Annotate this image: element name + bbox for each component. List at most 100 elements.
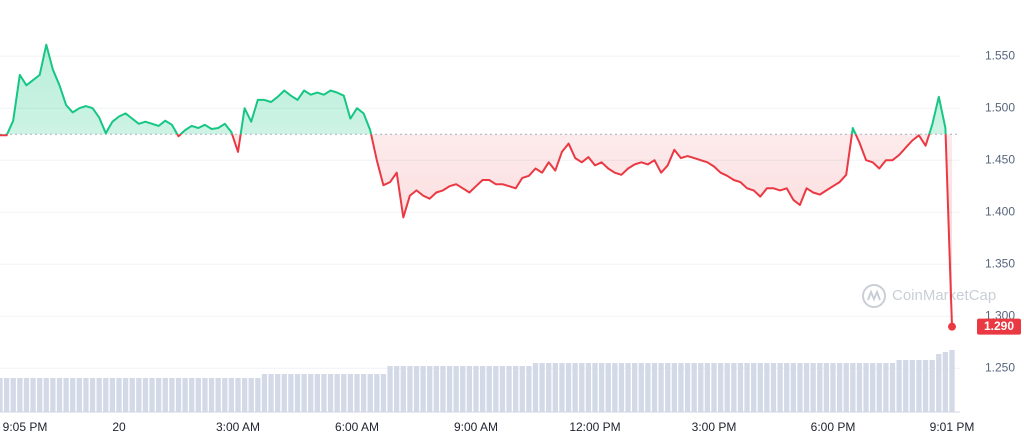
x-tick-label: 9:01 PM <box>930 420 975 434</box>
volume-bar <box>195 378 201 412</box>
volume-bar <box>407 366 413 412</box>
volume-bar <box>466 366 473 412</box>
volume-bar <box>572 363 578 412</box>
volume-bar <box>671 363 677 412</box>
volume-bar <box>850 363 856 412</box>
volume-bar <box>380 374 387 412</box>
volume-bar <box>605 363 611 412</box>
x-tick-label: 3:00 PM <box>692 420 737 434</box>
volume-bar <box>89 378 96 412</box>
volume-bar <box>83 378 89 412</box>
volume-bar <box>129 378 135 412</box>
volume-bar <box>446 366 453 412</box>
volume-bar <box>784 363 790 412</box>
volume-bar <box>777 363 783 412</box>
volume-bar <box>724 363 730 412</box>
volume-bar <box>70 378 76 412</box>
volume-bar <box>43 378 49 412</box>
current-price-label: 1.290 <box>984 319 1014 333</box>
volume-bar <box>189 378 195 412</box>
volume-bar <box>870 363 876 412</box>
volume-bar <box>790 363 796 412</box>
volume-bar <box>546 363 552 412</box>
current-price-tag <box>977 318 1021 335</box>
volume-bar <box>76 378 82 412</box>
volume-bar <box>453 366 459 412</box>
volume-bar <box>440 366 446 412</box>
volume-bar <box>162 378 168 412</box>
volume-bar <box>770 363 777 412</box>
volume-bar <box>275 374 281 412</box>
volume-bar <box>552 363 558 412</box>
volume-bar <box>876 363 882 412</box>
volume-bar <box>929 360 935 412</box>
volume-bar <box>764 363 770 412</box>
volume-bar <box>387 366 393 412</box>
volume-bar <box>149 378 155 412</box>
watermark-text: CoinMarketCap <box>892 287 996 304</box>
volume-bar <box>632 363 638 412</box>
volume-bar <box>803 363 810 412</box>
volume-bar <box>691 363 697 412</box>
volume-bar <box>23 378 30 412</box>
volume-bar <box>539 363 545 412</box>
volume-bar <box>896 360 902 412</box>
volume-bar <box>810 363 816 412</box>
volume-bar <box>116 378 122 412</box>
volume-bar <box>248 378 254 412</box>
volume-bar <box>717 363 724 412</box>
volume-bar <box>347 374 354 412</box>
volume-bar <box>473 366 479 412</box>
volume-bar <box>532 363 539 412</box>
volume-bar <box>651 363 658 412</box>
volume-bar <box>360 374 367 412</box>
volume-bar <box>255 378 261 412</box>
volume-bar <box>704 363 711 412</box>
volume-bar <box>922 360 929 412</box>
volume-bar <box>327 374 334 412</box>
volume-bar <box>367 374 373 412</box>
x-tick-label: 6:00 PM <box>811 420 856 434</box>
volume-bar <box>0 378 3 412</box>
volume-bar <box>354 374 360 412</box>
volume-bar <box>817 363 823 412</box>
volume-bar <box>182 378 188 412</box>
volume-bar <box>612 363 618 412</box>
volume-bar <box>122 378 129 412</box>
volume-bar <box>103 378 109 412</box>
volume-bar <box>413 366 420 412</box>
volume-bar <box>215 378 221 412</box>
line-down <box>0 134 953 327</box>
volume-bar <box>30 378 36 412</box>
volume-bar <box>579 363 585 412</box>
volume-bar <box>17 378 23 412</box>
volume-bar <box>565 363 572 412</box>
volume-bar <box>400 366 406 412</box>
volume-bar <box>268 374 274 412</box>
volume-bar <box>308 374 314 412</box>
volume-bar <box>598 363 605 412</box>
volume-bar <box>823 363 830 412</box>
volume-bar <box>235 378 241 412</box>
volume-bar <box>142 378 149 412</box>
volume-bar <box>684 363 691 412</box>
volume-bar <box>751 363 757 412</box>
volume-bar <box>288 374 294 412</box>
volume-bar <box>10 378 16 412</box>
volume-bar <box>592 363 598 412</box>
volume-bar <box>731 363 737 412</box>
volume-bar <box>222 378 228 412</box>
volume-bar <box>942 352 949 412</box>
x-tick-label: 6:00 AM <box>335 420 379 434</box>
volume-bar <box>856 363 863 412</box>
volume-bar <box>889 363 896 412</box>
volume-bar <box>585 363 592 412</box>
volume-bar <box>374 374 380 412</box>
volume-bar <box>50 378 56 412</box>
volume-bar <box>156 378 162 412</box>
volume-bar <box>658 363 664 412</box>
volume-bar <box>836 363 843 412</box>
volume-bar <box>427 366 433 412</box>
y-tick-label: 1.250 <box>985 360 1015 374</box>
